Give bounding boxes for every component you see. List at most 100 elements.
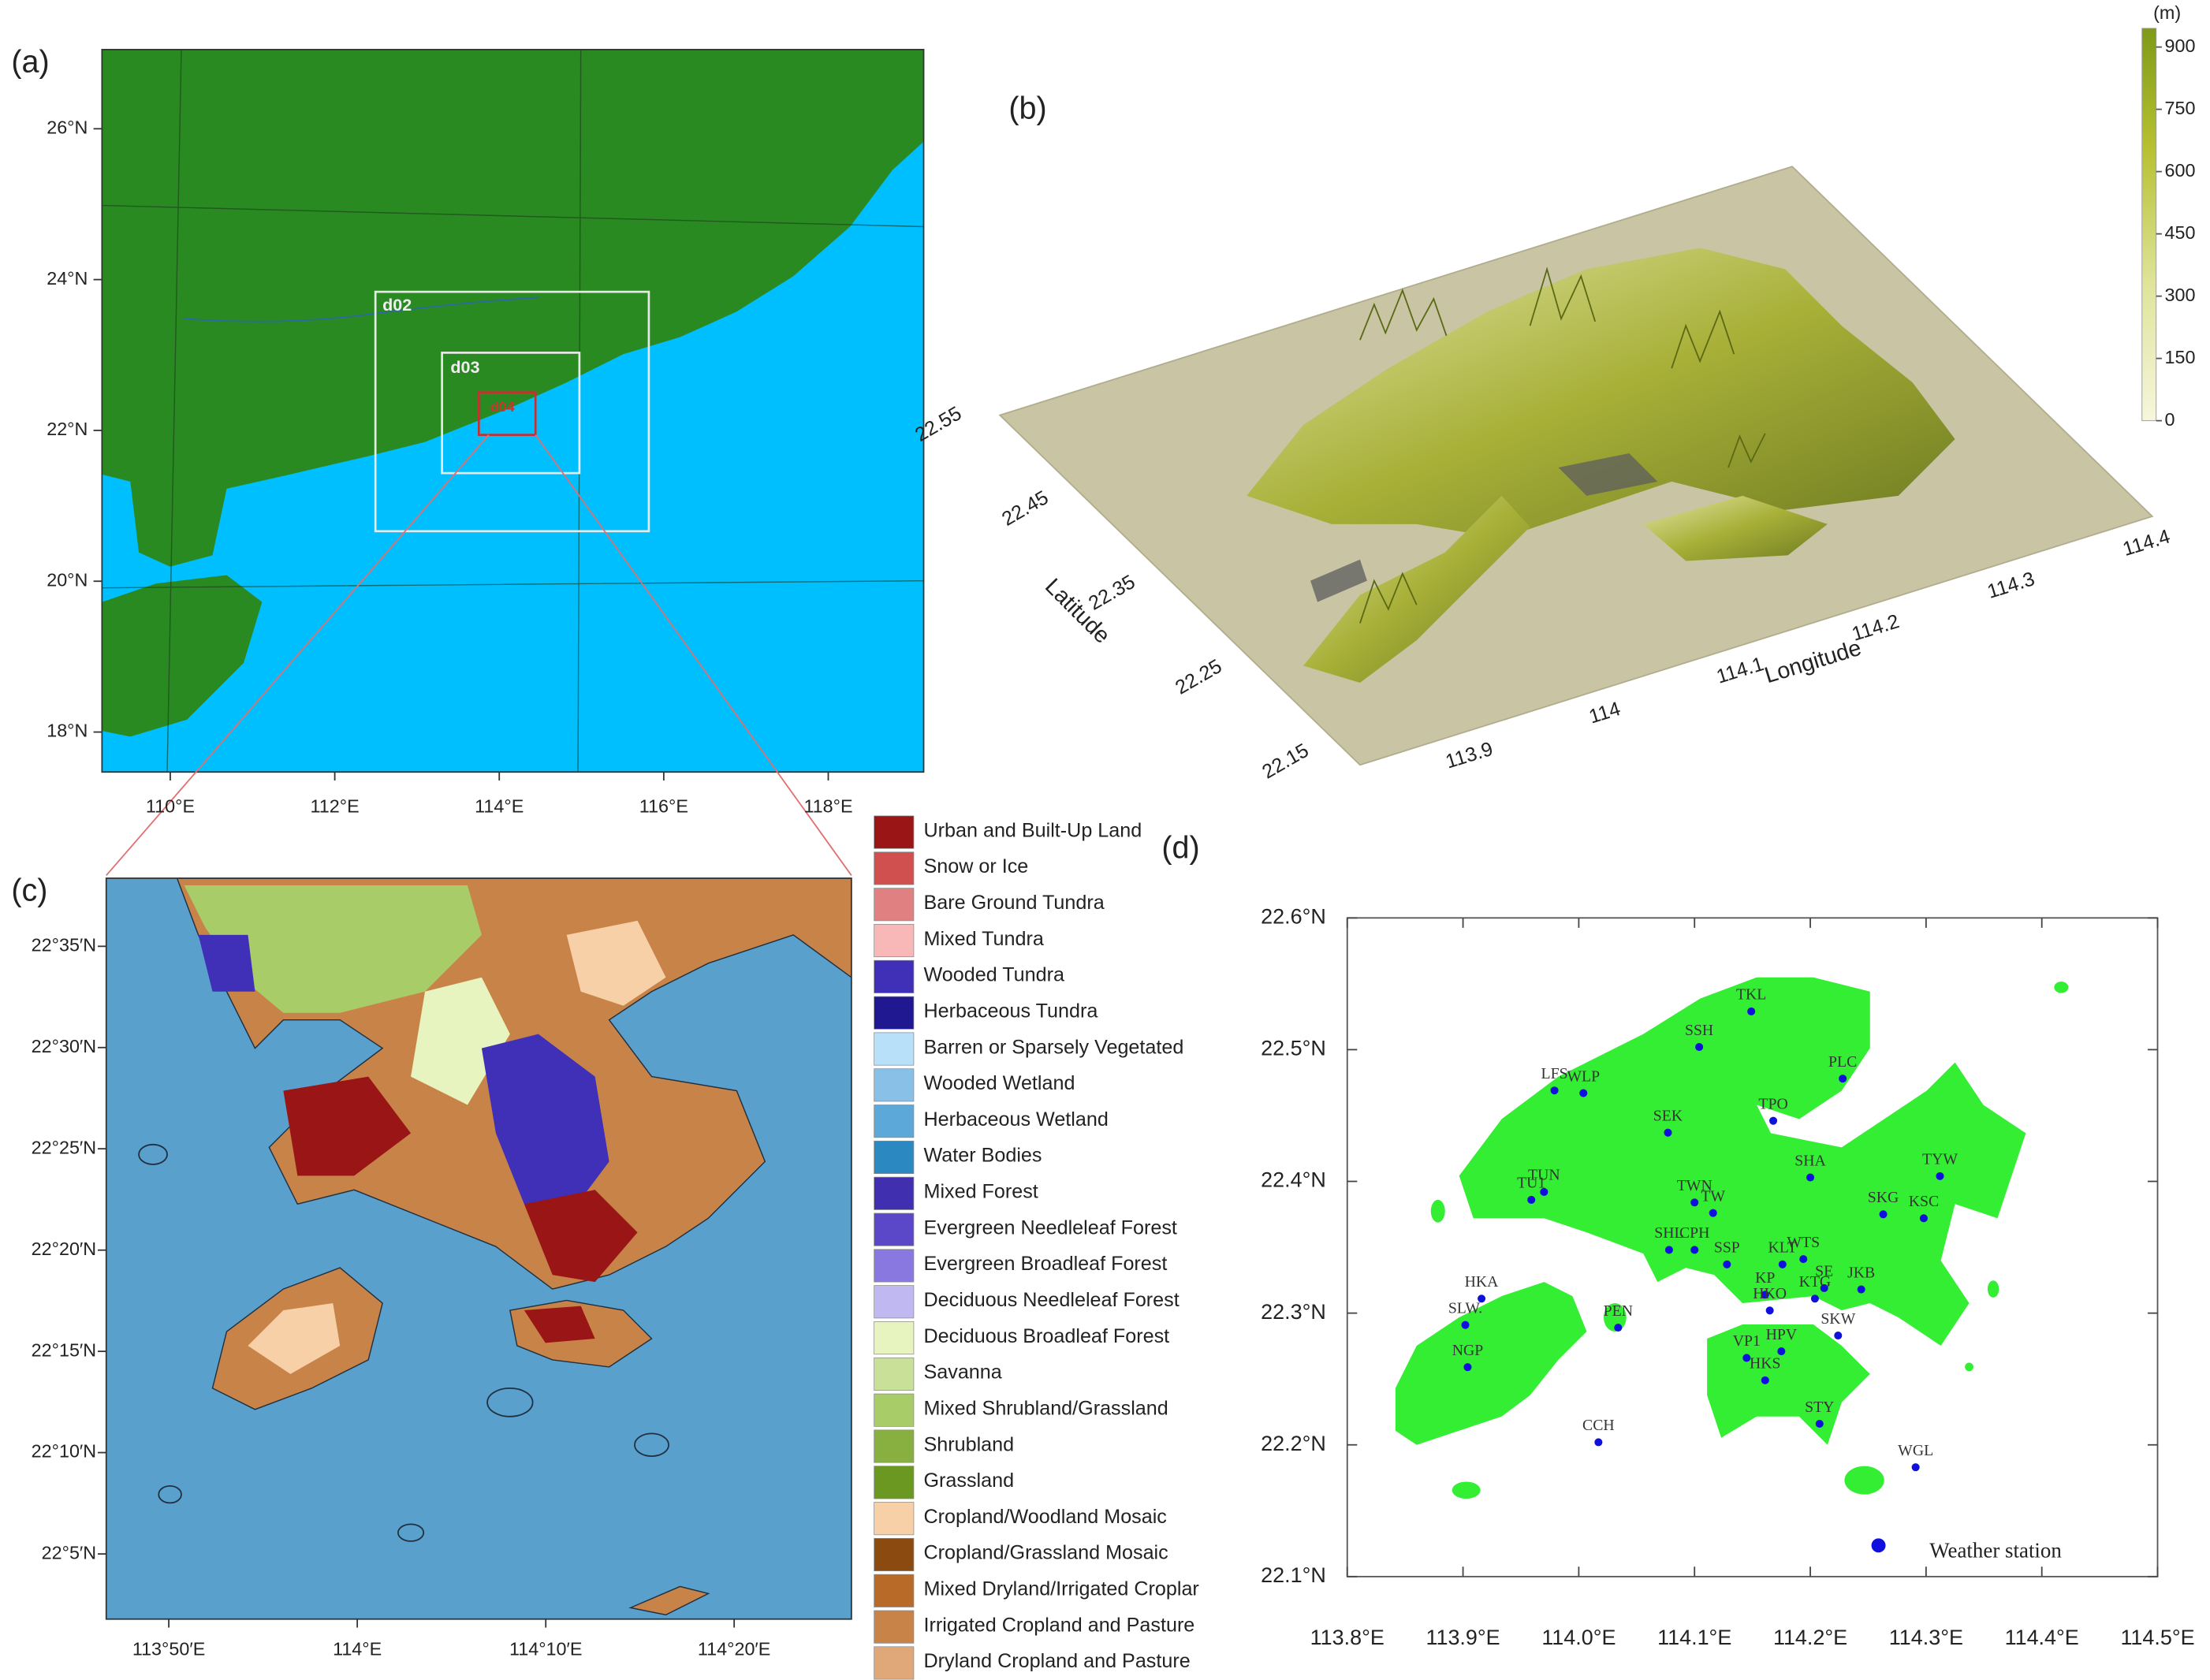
landuse-patch	[198, 934, 255, 992]
x-tick-label: 114°20′E	[698, 1638, 770, 1659]
station	[1540, 1187, 1548, 1196]
domain-label: d03	[450, 357, 479, 377]
x-tick-label: 114.3°E	[1889, 1626, 1963, 1649]
graticule	[102, 49, 924, 773]
y-tick-label: 22°N	[47, 419, 88, 439]
island	[397, 1523, 425, 1542]
station	[1478, 1294, 1486, 1303]
lon-tick-label: 114.2	[1850, 610, 1903, 646]
station-label: HKS	[1750, 1355, 1781, 1373]
domain-label: d02	[382, 295, 412, 315]
station-label: KTG	[1799, 1273, 1832, 1291]
station	[1664, 1246, 1673, 1254]
landuse-patch	[524, 1190, 638, 1283]
legend-label: Mixed Forest	[924, 1181, 1038, 1203]
station	[1690, 1246, 1699, 1254]
station	[1461, 1321, 1470, 1329]
station	[1919, 1214, 1928, 1223]
legend-label: Weather station	[1929, 1538, 2062, 1562]
station	[1815, 1419, 1824, 1429]
station-label: SHL	[1654, 1224, 1683, 1242]
legend-swatch	[874, 1140, 915, 1175]
station-label: WTS	[1787, 1234, 1820, 1251]
axis-label: Longitude	[1761, 635, 1864, 689]
legend-swatch	[874, 1032, 915, 1066]
legend-label: Savanna	[924, 1362, 1002, 1384]
station-label: TW	[1701, 1187, 1725, 1205]
y-tick-label: 22°30′N	[32, 1036, 97, 1056]
station	[1765, 1306, 1774, 1315]
panel-c: (c) 22°35′N 22°30′N 22°25′N 22°20′N 22°15′N 2…	[11, 815, 1199, 1680]
legend-swatch	[874, 1646, 915, 1680]
lon-tick-label: 114.3	[1985, 568, 2037, 603]
y-tick-label: 24°N	[47, 268, 88, 289]
y-tick-label: 22°35′N	[32, 935, 97, 955]
legend-swatch	[874, 815, 915, 849]
legend-swatch	[874, 1466, 915, 1499]
legend-swatch	[874, 1104, 915, 1138]
lon-tick-label: 114.4	[2120, 525, 2173, 561]
station	[1695, 1043, 1704, 1052]
station-label: SSH	[1685, 1022, 1713, 1039]
domain-label: d04	[490, 399, 515, 415]
station-label: NGP	[1452, 1342, 1484, 1359]
legend-label: Cropland/Woodland Mosaic	[924, 1506, 1167, 1528]
land	[1459, 977, 2026, 1346]
landuse-patch	[283, 1076, 412, 1176]
station	[1857, 1285, 1865, 1294]
legend-swatch	[874, 1502, 915, 1536]
colorbar-tick-label: 750	[2165, 98, 2196, 118]
station	[1723, 1260, 1731, 1268]
station-label: HKA	[1465, 1273, 1500, 1291]
station-label: SSP	[1714, 1239, 1740, 1257]
x-tick-label: 110°E	[146, 795, 195, 816]
station	[1911, 1463, 1920, 1472]
legend-swatch	[874, 1176, 915, 1210]
x-tick-label: 114.1°E	[1657, 1626, 1731, 1649]
station	[1594, 1438, 1603, 1447]
station-label: SLW.	[1448, 1299, 1482, 1317]
legend-swatch	[874, 1249, 915, 1283]
station	[1879, 1210, 1888, 1219]
station-label: SKW	[1821, 1310, 1855, 1328]
land	[1965, 1362, 1973, 1372]
station	[1778, 1260, 1787, 1268]
island	[158, 1484, 182, 1504]
station-label: SEK	[1653, 1107, 1683, 1124]
legend-swatch	[874, 1357, 915, 1391]
panel-label: (d)	[1161, 831, 1199, 866]
colorbar-tick-label: 600	[2165, 160, 2196, 181]
x-tick-label: 112°E	[311, 795, 360, 816]
legend-swatch	[874, 1068, 915, 1102]
station	[1527, 1195, 1536, 1204]
terrain	[1303, 495, 1530, 684]
frame	[101, 48, 925, 773]
station-label: KLT	[1768, 1239, 1798, 1257]
station	[1664, 1128, 1672, 1137]
legend-label: Evergreen Broadleaf Forest	[924, 1253, 1168, 1275]
ocean	[102, 141, 924, 773]
legend-swatch	[874, 888, 915, 922]
colorbar-tick-label: 450	[2165, 222, 2196, 243]
station	[1742, 1354, 1751, 1362]
y-tick-label: 22.5°N	[1261, 1037, 1326, 1060]
legend-swatch	[874, 1429, 915, 1463]
legend-swatch	[874, 1393, 915, 1427]
lon-tick-label: 113.9	[1443, 738, 1496, 773]
legend-label: Evergreen Needleleaf Forest	[924, 1216, 1177, 1239]
x-tick-label: 114.2°E	[1773, 1626, 1847, 1649]
legend-label: Herbaceous Tundra	[924, 1000, 1098, 1022]
station	[1747, 1007, 1756, 1015]
landuse-patch	[566, 920, 666, 1006]
colorbar-tick-label: 0	[2165, 409, 2175, 430]
domain-box	[374, 290, 650, 533]
legend-label: Shrubland	[924, 1433, 1015, 1455]
legend-swatch	[874, 1213, 915, 1246]
island	[138, 1143, 168, 1165]
panel-label: (a)	[11, 44, 49, 79]
island	[102, 575, 263, 737]
station-label: KP	[1755, 1269, 1775, 1287]
land	[1603, 1303, 1627, 1332]
y-tick-label: 22°10′N	[32, 1441, 97, 1462]
